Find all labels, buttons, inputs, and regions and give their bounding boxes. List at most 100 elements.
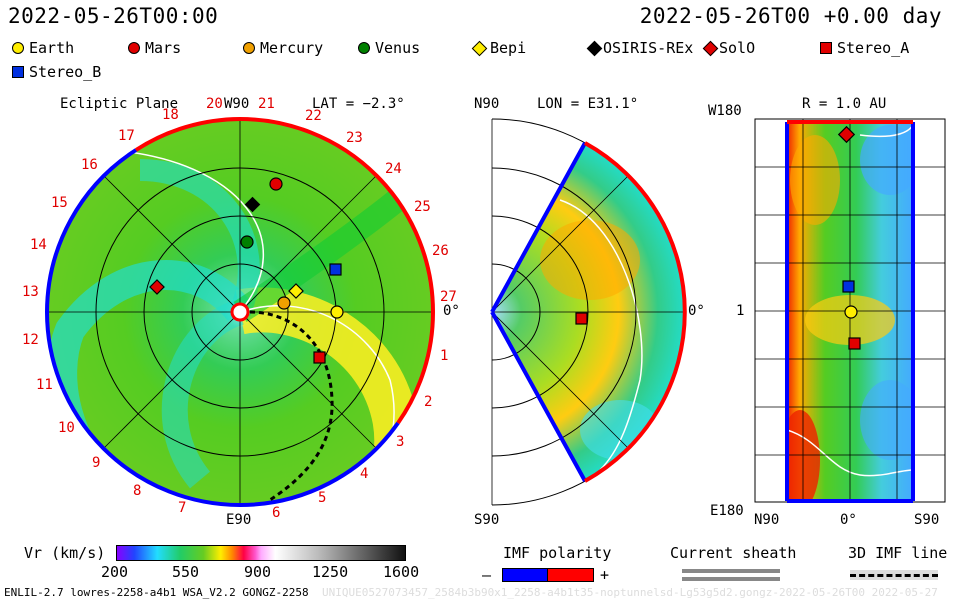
ecliptic-right-label: 0°	[443, 303, 460, 319]
imf-positive-swatch	[547, 568, 594, 582]
legend-stereo-b: Stereo_B	[12, 62, 101, 82]
osiris-rex-marker	[244, 196, 261, 213]
venus-symbol-icon	[358, 42, 370, 54]
current-sheath-title: Current sheath	[670, 544, 797, 562]
ecliptic-title: Ecliptic Plane	[60, 96, 179, 112]
carrington-tick: 25	[414, 199, 431, 215]
carrington-tick: 18	[162, 107, 179, 123]
carrington-tick: 24	[385, 161, 402, 177]
carrington-tick: 8	[133, 483, 142, 499]
stereo-b-symbol-icon	[12, 66, 24, 78]
meridional-bottom-label: S90	[474, 512, 500, 528]
map-r-label: R = 1.0 AU	[802, 96, 887, 112]
ecliptic-lat-label: LAT = −2.3°	[312, 96, 405, 112]
carrington-tick: 23	[346, 130, 363, 146]
mars-symbol-icon	[128, 42, 140, 54]
carrington-tick: 17	[118, 128, 135, 144]
carrington-tick: 9	[92, 455, 101, 471]
legend-mars: Mars	[128, 38, 181, 58]
legend-label: Stereo_B	[29, 63, 102, 81]
legend-label: OSIRIS-REx	[603, 39, 694, 57]
carrington-tick: 5	[318, 490, 327, 506]
imf-minus-label: –	[482, 566, 492, 584]
current-sheath-line	[682, 569, 780, 573]
legend-label: Mercury	[260, 39, 324, 57]
map-earth-marker	[844, 305, 858, 319]
carrington-tick: 13	[22, 284, 39, 300]
legend-label: Earth	[29, 39, 75, 57]
map-top-left-label: W180	[708, 103, 742, 119]
solo-marker	[149, 279, 165, 295]
carrington-tick: 22	[305, 108, 322, 124]
legend-label: Venus	[375, 39, 421, 57]
carrington-tick: 16	[81, 157, 98, 173]
ecliptic-top-label: W90	[224, 96, 250, 112]
stereo-b-marker	[329, 263, 342, 276]
legend-label: SolO	[719, 39, 756, 57]
colorbar-title: Vr (km/s)	[24, 544, 106, 562]
colorbar-tick: 900	[244, 563, 272, 581]
legend-osiris-rex: OSIRIS-REx	[586, 38, 694, 58]
legend-label: Mars	[145, 39, 182, 57]
legend-label: Stereo_A	[837, 39, 910, 57]
stereo-a-marker	[313, 351, 326, 364]
carrington-tick: 26	[432, 243, 449, 259]
datetime-right: 2022-05-26T00 +0.00 day	[639, 4, 942, 28]
meridional-stereo-a-marker	[575, 312, 588, 325]
legend-solo: SolO	[702, 38, 756, 58]
meridional-top-label: N90	[474, 96, 500, 112]
legend-label: Bepi	[490, 39, 527, 57]
carrington-tick: 12	[22, 332, 39, 348]
map-x-label: N90	[754, 512, 780, 528]
datetime-left: 2022-05-26T00:00	[8, 4, 219, 28]
earth-marker	[330, 305, 344, 319]
map-x-label: 0°	[840, 512, 857, 528]
bepi-marker	[288, 283, 304, 299]
carrington-tick: 10	[58, 420, 75, 436]
map-stereo-a-marker	[848, 337, 861, 350]
carrington-tick: 14	[30, 237, 47, 253]
mars-marker	[269, 177, 283, 191]
carrington-tick: 15	[51, 195, 68, 211]
colorbar-gradient	[116, 545, 406, 561]
map-solo-marker	[837, 125, 856, 144]
earth-symbol-icon	[12, 42, 24, 54]
footer-right: UNIQUE0527073457_2584b3b90x1_2258-a4b1t3…	[322, 586, 938, 599]
imf-polarity-title: IMF polarity	[503, 544, 612, 562]
legend-stereo-a: Stereo_A	[820, 38, 909, 58]
carrington-tick: 3	[396, 434, 405, 450]
legend-venus: Venus	[358, 38, 420, 58]
meridional-lon-label: LON = E31.1°	[537, 96, 639, 112]
legend-earth: Earth	[12, 38, 74, 58]
carrington-tick: 2	[424, 394, 433, 410]
imf-negative-swatch	[502, 568, 549, 582]
imf3d-line	[850, 574, 938, 577]
carrington-tick: 21	[258, 96, 275, 112]
carrington-tick: 6	[272, 505, 281, 521]
ecliptic-bottom-label: E90	[226, 512, 252, 528]
polarity-positive-arc	[239, 117, 436, 425]
meridional-right-label: 0°	[688, 303, 705, 319]
map-mid-left-label: 1	[736, 303, 745, 319]
polarity-negative-arc	[44, 148, 400, 508]
colorbar-tick: 1600	[383, 563, 420, 581]
legend-bepi: Bepi	[471, 38, 527, 58]
legend-mercury: Mercury	[243, 38, 323, 58]
mercury-symbol-icon	[243, 42, 255, 54]
stereo-a-symbol-icon	[820, 42, 832, 54]
carrington-tick: 4	[360, 466, 369, 482]
carrington-tick: 27	[440, 289, 457, 305]
map-x-label: S90	[914, 512, 940, 528]
sun-icon	[230, 302, 250, 322]
venus-marker	[240, 235, 254, 249]
carrington-tick: 11	[36, 377, 53, 393]
colorbar-tick: 550	[172, 563, 200, 581]
footer-left: ENLIL-2.7 lowres-2258-a4b1 WSA_V2.2 GONG…	[4, 586, 309, 599]
imf-plus-label: +	[600, 566, 610, 584]
carrington-tick: 7	[178, 500, 187, 516]
colorbar-tick: 1250	[312, 563, 349, 581]
mercury-marker	[277, 296, 291, 310]
